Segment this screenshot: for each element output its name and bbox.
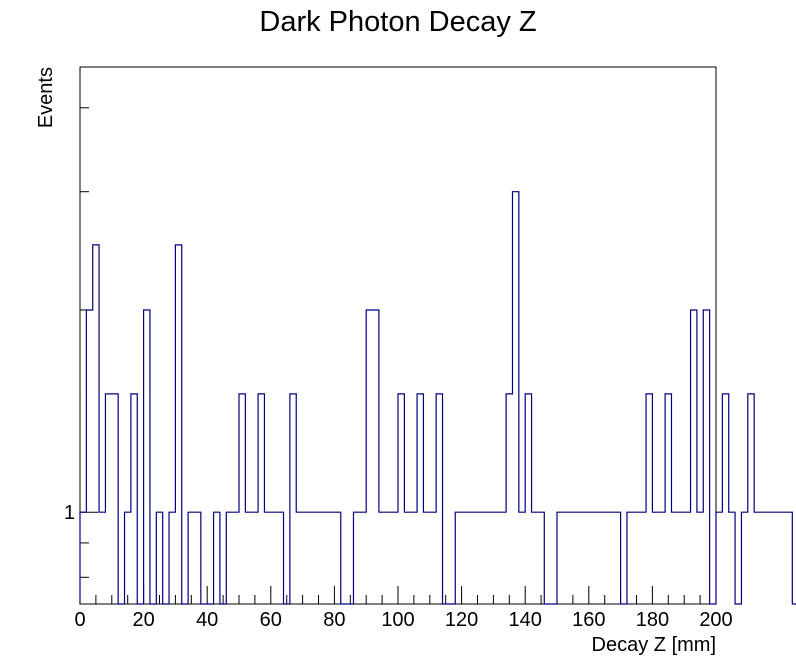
y-axis-ticks [80,107,98,578]
x-axis-tick-labels: 0 20 40 60 80 100 120 140 160 180 200 [74,609,732,631]
x-tick-label: 120 [445,609,478,631]
y-axis-tick-labels: 1 [64,502,75,524]
x-axis-label: Decay Z [mm] [592,634,716,656]
x-tick-label: 100 [381,609,414,631]
x-tick-label: 160 [572,609,605,631]
x-tick-label: 180 [636,609,669,631]
x-tick-label: 0 [74,609,85,631]
x-axis-ticks [79,586,717,604]
x-tick-label: 80 [323,609,345,631]
x-tick-label: 140 [509,609,542,631]
histogram-series-line [79,191,796,605]
chart-title: Dark Photon Decay Z [259,6,536,38]
x-tick-label: 20 [132,609,154,631]
x-tick-label: 200 [699,609,732,631]
y-axis-label: Events [35,67,57,128]
x-tick-label: 40 [196,609,218,631]
y-tick-label: 1 [64,502,75,524]
x-tick-label: 60 [260,609,282,631]
